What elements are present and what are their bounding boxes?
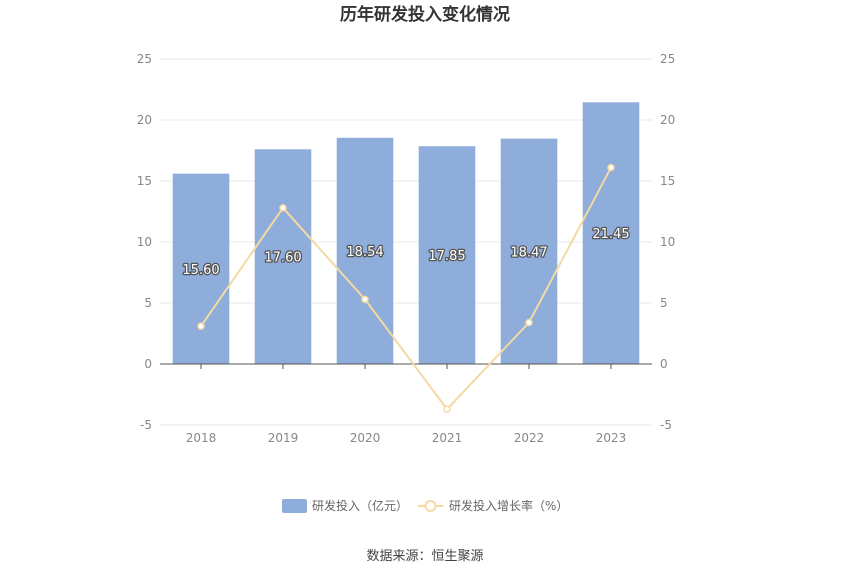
legend-line-label[interactable]: 研发投入增长率（%） bbox=[449, 498, 568, 513]
legend-line-marker[interactable] bbox=[424, 500, 437, 512]
y2-tick-label: 25 bbox=[660, 52, 675, 66]
growth-point bbox=[607, 163, 615, 172]
bar bbox=[254, 149, 312, 364]
x-tick-label: 2020 bbox=[350, 431, 381, 445]
right-axis-ticks: 25 20 15 10 5 0 -5 bbox=[660, 52, 675, 432]
x-tick-label: 2023 bbox=[596, 431, 627, 445]
bar-value-label: 18.47 bbox=[510, 245, 547, 260]
bar bbox=[172, 173, 230, 364]
growth-point bbox=[361, 295, 369, 304]
x-tick-label: 2022 bbox=[514, 431, 545, 445]
bar bbox=[418, 146, 476, 364]
growth-point bbox=[279, 204, 287, 212]
y-tick-label: 15 bbox=[137, 174, 152, 188]
growth-point bbox=[443, 405, 451, 413]
y-tick-label: 0 bbox=[144, 357, 152, 371]
chart-title: 历年研发投入变化情况 bbox=[340, 4, 510, 25]
line-series bbox=[197, 163, 615, 413]
bar-value-label: 21.45 bbox=[592, 227, 629, 242]
y2-tick-label: 5 bbox=[660, 296, 668, 310]
growth-point bbox=[197, 322, 205, 330]
bar bbox=[336, 137, 394, 364]
bar-value-label: 18.54 bbox=[346, 245, 383, 260]
bar-labels: 15.60 17.60 18.54 17.85 18.47 21.45 bbox=[181, 226, 631, 279]
data-source: 数据来源：恒生聚源 bbox=[366, 549, 483, 564]
y2-tick-label: 15 bbox=[660, 174, 675, 188]
x-axis: 2018 2019 2020 2021 2022 2023 bbox=[160, 363, 652, 445]
legend-bar-label[interactable]: 研发投入（亿元） bbox=[312, 498, 408, 513]
x-tick-label: 2021 bbox=[432, 431, 463, 445]
legend-bar-swatch[interactable] bbox=[282, 499, 307, 513]
bar-value-label: 15.60 bbox=[182, 263, 219, 278]
y2-tick-label: 10 bbox=[660, 235, 675, 249]
legend[interactable]: 研发投入（亿元） 研发投入增长率（%） bbox=[282, 498, 568, 513]
y2-tick-label: -5 bbox=[660, 418, 672, 432]
bar-value-label: 17.85 bbox=[428, 249, 465, 264]
y2-tick-label: 20 bbox=[660, 113, 675, 127]
bar-series bbox=[172, 102, 640, 364]
grid bbox=[160, 58, 652, 426]
growth-point bbox=[525, 318, 533, 327]
bar-value-label: 17.60 bbox=[264, 251, 301, 266]
y-tick-label: 10 bbox=[137, 235, 152, 249]
growth-line bbox=[200, 167, 612, 411]
y-tick-label: 20 bbox=[137, 113, 152, 127]
left-axis-ticks: 25 20 15 10 5 0 -5 bbox=[137, 52, 152, 432]
bar bbox=[582, 102, 640, 364]
y-tick-label: 5 bbox=[144, 296, 152, 310]
y-tick-label: -5 bbox=[140, 418, 152, 432]
x-tick-label: 2018 bbox=[186, 431, 217, 445]
bar bbox=[500, 138, 558, 364]
y-tick-label: 25 bbox=[137, 52, 152, 66]
x-tick-label: 2019 bbox=[268, 431, 299, 445]
y2-tick-label: 0 bbox=[660, 357, 668, 371]
